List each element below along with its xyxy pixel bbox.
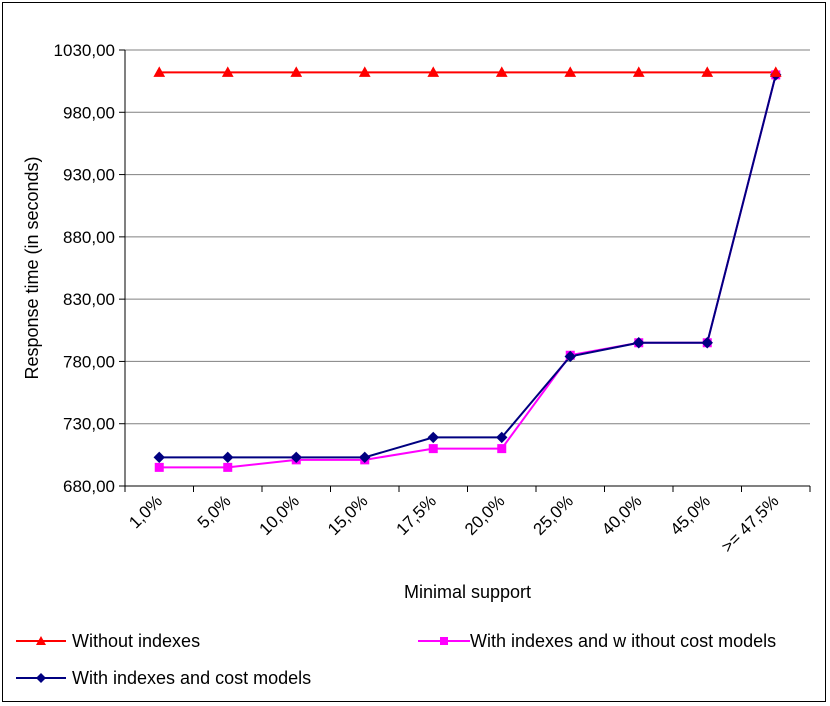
x-tick-label: 5,0% — [194, 491, 235, 532]
x-tick-label: 40,0% — [598, 491, 646, 539]
series-point-with-indexes-and-cost-models — [359, 451, 371, 464]
x-tick-labels: 1,0% 5,0% 10,0% 15,0% 17,5% 20,0% 25,0% 40,0% 45… — [125, 491, 782, 556]
legend-label-with-indexes-without-cost-models: With indexes and w ithout cost models — [470, 631, 776, 651]
y-tick-label: 930,00 — [63, 166, 115, 185]
square-marker-icon — [440, 637, 448, 645]
y-tick-label: 730,00 — [63, 415, 115, 434]
series-point-without-indexes — [632, 66, 645, 77]
series-point-with-indexes-and-cost-models — [564, 350, 576, 363]
series-point-with-indexes-and-w-ithout-cost-models — [497, 444, 507, 454]
series-point-with-indexes-and-cost-models — [427, 431, 439, 444]
series-point-without-indexes — [427, 66, 440, 77]
series-point-with-indexes-and-cost-models — [496, 431, 508, 444]
legend-label-with-indexes-and-cost-models: With indexes and cost models — [72, 668, 311, 688]
series-point-with-indexes-and-cost-models — [633, 337, 645, 349]
legend-item-with-indexes-without-cost-models: With indexes and w ithout cost models — [418, 631, 776, 651]
x-tick-label: 10,0% — [256, 491, 304, 539]
legend: Without indexes With indexes and w ithou… — [16, 631, 776, 688]
diamond-marker-icon — [36, 673, 46, 683]
legend-item-without-indexes: Without indexes — [16, 631, 200, 651]
series-point-without-indexes — [769, 66, 782, 77]
series-markers — [153, 66, 782, 472]
series-line-with-indexes-and-w-ithout-cost-models — [159, 74, 777, 469]
series-point-with-indexes-and-w-ithout-cost-models — [428, 444, 438, 454]
gridlines — [125, 49, 810, 425]
y-axis-title: Response time (in seconds) — [22, 156, 42, 379]
x-tick-label: >= 47,5% — [718, 491, 783, 556]
x-tick-label: 1,0% — [125, 491, 166, 532]
y-tick-label: 780,00 — [63, 352, 115, 371]
x-tick-label: 25,0% — [530, 491, 578, 539]
axes — [119, 49, 811, 492]
series-point-without-indexes — [495, 66, 508, 77]
legend-item-with-indexes-and-cost-models: With indexes and cost models — [16, 668, 311, 688]
x-tick-label: 17,5% — [393, 491, 441, 539]
x-tick-label: 20,0% — [461, 491, 509, 539]
y-tick-label: 680,00 — [63, 477, 115, 496]
x-tick-label: 15,0% — [324, 491, 372, 539]
series-point-without-indexes — [564, 66, 577, 77]
triangle-marker-icon — [36, 636, 46, 645]
series-point-without-indexes — [358, 66, 371, 77]
y-tick-label: 830,00 — [63, 290, 115, 309]
x-tick-label: 45,0% — [667, 491, 715, 539]
series-point-without-indexes — [221, 66, 234, 77]
y-tick-label: 980,00 — [63, 103, 115, 122]
y-tick-label: 1030,00 — [54, 41, 115, 60]
y-tick-labels: 680,00 730,00 780,00 830,00 880,00 930,00 980,… — [54, 41, 115, 496]
series-point-with-indexes-and-cost-models — [153, 451, 165, 464]
y-tick-label: 880,00 — [63, 228, 115, 247]
series-lines — [159, 71, 777, 469]
series-point-with-indexes-and-cost-models — [290, 451, 302, 464]
series-point-with-indexes-and-cost-models — [222, 451, 234, 464]
legend-label-without-indexes: Without indexes — [72, 631, 200, 651]
series-point-with-indexes-and-w-ithout-cost-models — [154, 462, 164, 472]
series-point-without-indexes — [701, 66, 714, 77]
series-point-without-indexes — [153, 66, 166, 77]
series-line-with-indexes-and-cost-models — [159, 74, 777, 459]
series-point-without-indexes — [290, 66, 303, 77]
x-axis-title: Minimal support — [404, 582, 531, 602]
series-point-with-indexes-and-cost-models — [701, 337, 713, 349]
series-point-with-indexes-and-w-ithout-cost-models — [223, 462, 233, 472]
